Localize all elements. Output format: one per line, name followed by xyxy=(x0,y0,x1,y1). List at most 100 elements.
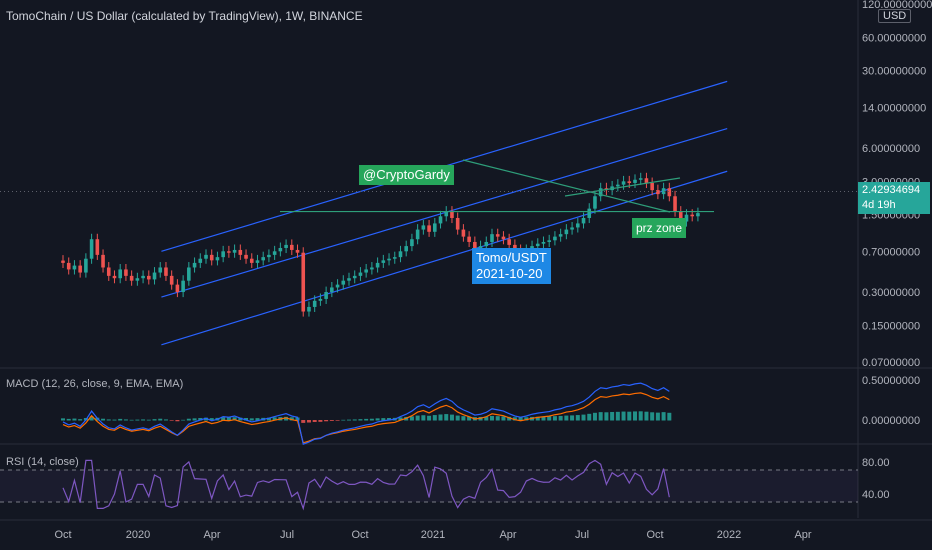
author-annotation[interactable]: @CryptoGardy xyxy=(359,165,454,185)
rsi-tick-label: 80.00 xyxy=(862,457,890,469)
rsi-title: RSI (14, close) xyxy=(6,456,79,468)
price-tick-label: 6.00000000 xyxy=(862,143,920,155)
candle-body xyxy=(209,254,214,261)
macd-histogram-bar xyxy=(198,418,203,421)
macd-histogram-bar xyxy=(415,415,420,421)
macd-histogram-bar xyxy=(484,416,489,421)
macd-histogram-bar xyxy=(661,412,666,421)
price-tick-label: 0.07000000 xyxy=(862,357,920,369)
macd-histogram-bar xyxy=(535,416,540,421)
macd-histogram-bar xyxy=(541,416,546,421)
macd-histogram-bar xyxy=(232,417,237,421)
macd-histogram-bar xyxy=(226,417,231,421)
rsi-pane xyxy=(0,459,858,511)
candle-body xyxy=(650,182,654,191)
macd-histogram-bar xyxy=(66,418,71,421)
candle-body xyxy=(690,214,694,217)
macd-tick-label: 0.50000000 xyxy=(862,375,920,387)
candle-body xyxy=(152,272,157,280)
macd-histogram-bar xyxy=(638,411,643,421)
candle-body xyxy=(341,280,346,285)
prz-zone-annotation[interactable]: prz zone xyxy=(632,218,687,238)
macd-histogram-bar xyxy=(650,412,655,421)
channel-lower-line xyxy=(161,170,728,346)
descending-line xyxy=(462,159,671,213)
candle-body xyxy=(478,246,483,248)
macd-histogram-bar xyxy=(449,414,454,421)
last-price-label: 2.42934694 xyxy=(858,182,930,199)
candle-body xyxy=(535,243,540,247)
candle-body xyxy=(232,249,237,253)
candle-body xyxy=(272,251,277,255)
macd-histogram-bar xyxy=(570,415,575,421)
time-tick-label: 2021 xyxy=(421,529,445,541)
candle-body xyxy=(278,247,283,252)
macd-histogram-bar xyxy=(501,416,506,421)
candle-body xyxy=(444,211,449,217)
candle-body xyxy=(238,249,243,255)
pair-annotation[interactable]: Tomo/USDT 2021-10-20 xyxy=(472,248,551,284)
candle-body xyxy=(598,188,603,197)
candle-body xyxy=(570,227,574,230)
time-tick-label: Oct xyxy=(54,529,71,541)
channel-middle-line xyxy=(161,127,728,298)
candle-body xyxy=(106,267,111,276)
candle-body xyxy=(627,181,632,183)
candle-body xyxy=(404,246,408,252)
macd-histogram-bar xyxy=(135,419,140,421)
candle-body xyxy=(181,280,185,293)
currency-button[interactable]: USD xyxy=(878,9,912,23)
candle-body xyxy=(661,188,666,195)
candle-body xyxy=(581,217,586,224)
candle-body xyxy=(175,284,180,293)
candle-body xyxy=(295,249,300,253)
triangle-line xyxy=(564,177,681,197)
macd-histogram-bar xyxy=(221,417,226,421)
candle-body xyxy=(192,262,197,268)
candle-body xyxy=(541,241,546,244)
candle-body xyxy=(261,257,265,261)
candle-body xyxy=(593,196,597,209)
macd-histogram-bar xyxy=(152,419,157,421)
macd-histogram-bar xyxy=(329,420,334,421)
candle-body xyxy=(473,241,477,248)
macd-histogram-bar xyxy=(369,418,374,421)
macd-histogram-bar xyxy=(186,418,191,421)
macd-histogram-bar xyxy=(118,418,123,421)
candle-body xyxy=(95,239,100,255)
candle-body xyxy=(101,254,105,268)
macd-histogram-bar xyxy=(398,417,403,421)
macd-histogram-bar xyxy=(409,416,414,421)
macd-histogram-bar xyxy=(158,418,163,421)
macd-histogram-bar xyxy=(581,414,586,421)
macd-histogram-bar xyxy=(587,413,592,421)
macd-histogram-bar xyxy=(101,418,106,421)
price-tick-label: 0.15000000 xyxy=(862,320,920,332)
macd-histogram-bar xyxy=(604,412,609,421)
candle-body xyxy=(364,269,368,273)
macd-pane xyxy=(61,382,672,445)
candle-body xyxy=(158,267,163,273)
price-tick-label: 0.70000000 xyxy=(862,246,920,258)
time-tick-label: 2022 xyxy=(717,529,741,541)
candle-body xyxy=(638,178,643,180)
time-tick-label: 2020 xyxy=(126,529,150,541)
macd-histogram-bar xyxy=(192,418,197,421)
candle-body xyxy=(358,272,363,276)
candle-body xyxy=(112,275,117,279)
macd-histogram-bar xyxy=(552,416,557,421)
macd-histogram-bar xyxy=(335,420,340,421)
candle-body xyxy=(667,188,672,197)
macd-histogram-bar xyxy=(289,417,294,421)
macd-histogram-bar xyxy=(163,419,168,421)
candle-body xyxy=(335,284,340,288)
macd-histogram-bar xyxy=(421,415,426,421)
macd-histogram-bar xyxy=(175,420,180,422)
chart-title: TomoChain / US Dollar (calculated by Tra… xyxy=(6,9,363,23)
candle-body xyxy=(370,267,374,270)
rsi-tick-label: 40.00 xyxy=(862,489,890,501)
price-tick-label: 14.00000000 xyxy=(862,102,926,114)
pattern-lines xyxy=(0,159,858,213)
